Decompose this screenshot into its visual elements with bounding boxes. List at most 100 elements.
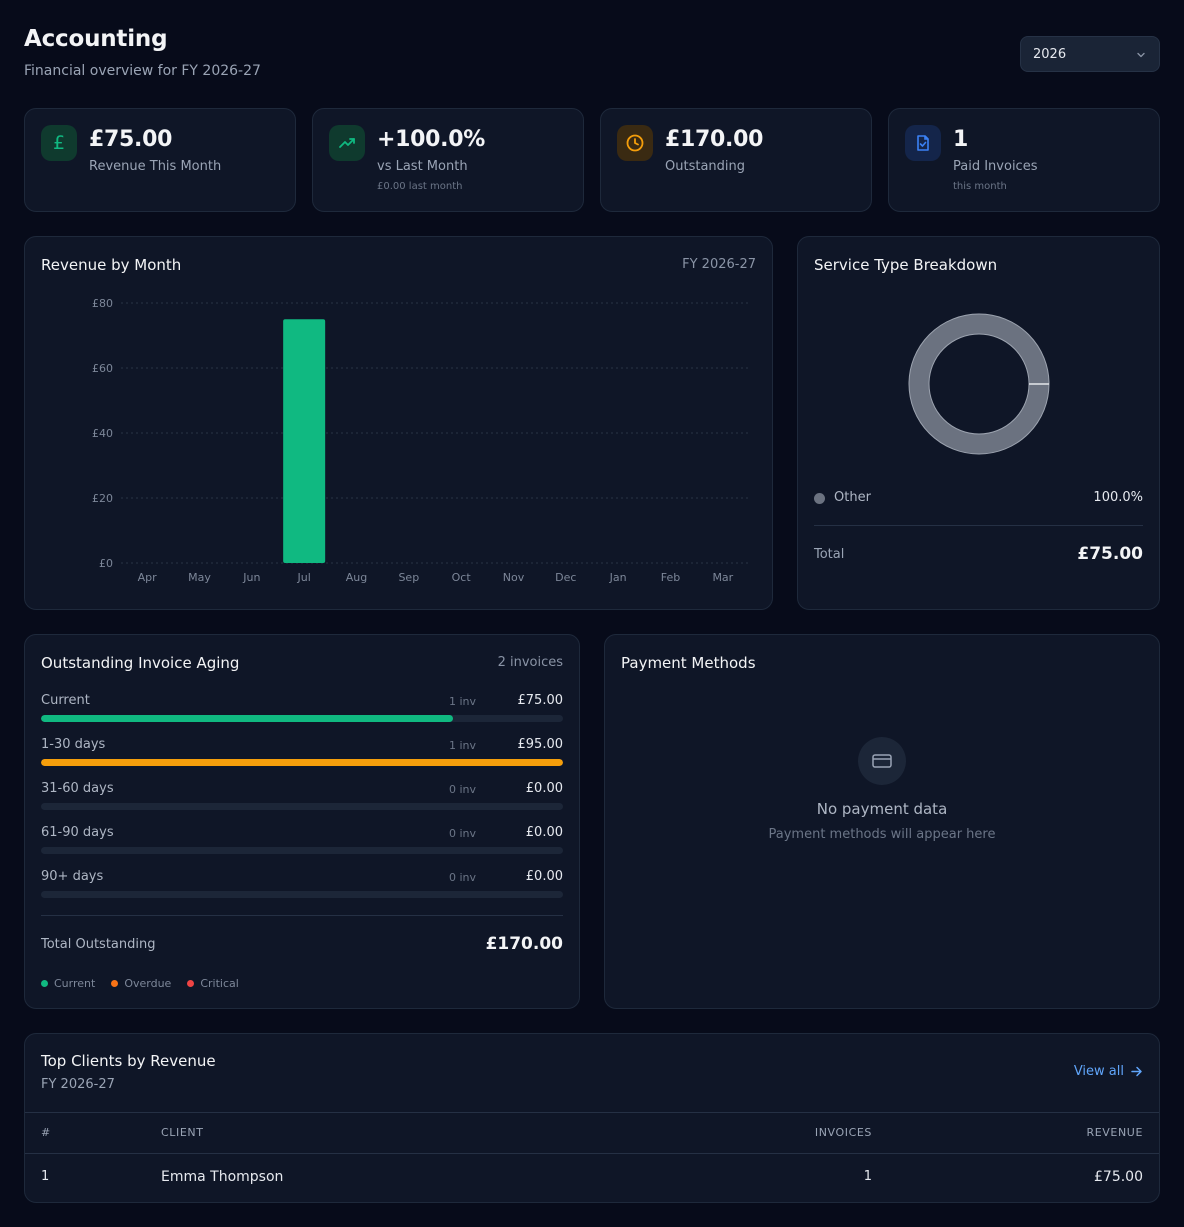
aging-row-1-30: 1-30 days 1 inv £95.00: [41, 737, 563, 771]
stat-label: Revenue This Month: [89, 159, 222, 174]
stat-label: Paid Invoices: [953, 159, 1038, 174]
y-tick-label: £0: [99, 557, 113, 570]
empty-subtitle: Payment methods will appear here: [768, 827, 996, 842]
divider: [25, 1112, 1159, 1113]
x-tick-label: Jul: [297, 571, 311, 584]
year-select[interactable]: 2026: [1020, 36, 1160, 72]
total-value: £75.00: [1077, 544, 1143, 564]
year-select-value: 2026: [1033, 46, 1067, 62]
aging-track: [41, 715, 563, 722]
x-tick-label: Apr: [138, 571, 158, 584]
aging-inv-count: 1 inv: [449, 739, 477, 752]
legend-label: Current: [54, 977, 96, 990]
card-title: Revenue by Month: [41, 256, 182, 274]
bar-jul: [283, 319, 326, 563]
x-tick-label: Dec: [555, 571, 576, 584]
legend-dot: [111, 980, 119, 987]
card-title: Outstanding Invoice Aging: [41, 654, 240, 672]
aging-fill: [41, 715, 454, 722]
top-clients-card: Top Clients by Revenue FY 2026-27 View a…: [24, 1033, 1160, 1203]
trending-up-icon: [329, 125, 365, 161]
client-rank: 1: [41, 1169, 50, 1184]
card-subtitle: FY 2026-27: [41, 1077, 115, 1092]
aging-track: [41, 891, 563, 898]
stat-value: +100.0%: [377, 127, 485, 152]
aging-amount: £0.00: [525, 825, 563, 840]
legend-label: Critical: [200, 977, 239, 990]
aging-fill: [41, 759, 563, 766]
invoice-count: 2 invoices: [497, 655, 563, 670]
x-tick-label: May: [188, 571, 211, 584]
aging-track: [41, 847, 563, 854]
total-outstanding-label: Total Outstanding: [41, 937, 156, 952]
column-header-invoices: INVOICES: [814, 1126, 872, 1139]
pound-icon: £: [41, 125, 77, 161]
donut-slice-other: [909, 314, 1049, 454]
aging-amount: £75.00: [517, 693, 564, 708]
legend-dot: [814, 493, 825, 504]
x-tick-label: Jun: [242, 571, 260, 584]
aging-inv-count: 0 inv: [449, 871, 477, 884]
legend-item-critical: Critical: [187, 977, 239, 990]
divider: [41, 915, 563, 916]
x-tick-label: Oct: [452, 571, 472, 584]
total-label: Total: [814, 547, 845, 562]
service-breakdown-card: Service Type Breakdown Other 100.0% Tota…: [797, 236, 1160, 610]
aging-amount: £0.00: [525, 781, 563, 796]
aging-label: 1-30 days: [41, 737, 106, 752]
x-tick-label: Nov: [503, 571, 525, 584]
card-title: Top Clients by Revenue: [41, 1052, 216, 1070]
column-header-rank: #: [41, 1126, 51, 1139]
x-tick-label: Feb: [661, 571, 680, 584]
legend-name: Other: [834, 490, 871, 505]
aging-track: [41, 759, 563, 766]
stat-card-paid-invoices: 1 Paid Invoices this month: [888, 108, 1160, 212]
divider: [814, 525, 1143, 526]
stat-card-outstanding: £170.00 Outstanding: [600, 108, 872, 212]
client-revenue: £75.00: [1094, 1169, 1143, 1185]
stat-card-growth: +100.0% vs Last Month £0.00 last month: [312, 108, 584, 212]
revenue-chart-card: Revenue by Month FY 2026-27 £0 £20 £40 £60 £…: [24, 236, 773, 610]
card-title: Payment Methods: [621, 654, 756, 672]
y-tick-label: £20: [92, 492, 113, 505]
aging-inv-count: 1 inv: [449, 695, 477, 708]
x-tick-label: Jan: [609, 571, 627, 584]
aging-inv-count: 0 inv: [449, 827, 477, 840]
legend-item-current: Current: [41, 977, 95, 990]
aging-row-current: Current 1 inv £75.00: [41, 693, 563, 727]
client-name: Emma Thompson: [161, 1169, 284, 1185]
card-title: Service Type Breakdown: [814, 256, 998, 274]
aging-amount: £0.00: [525, 869, 563, 884]
revenue-bar-chart: £0 £20 £40 £60 £80 Apr May Jun Jul Aug Sep Oct Nov De…: [92, 297, 749, 584]
x-tick-label: Mar: [712, 571, 733, 584]
column-header-revenue: REVENUE: [1086, 1126, 1143, 1139]
aging-label: 90+ days: [41, 869, 104, 884]
aging-amount: £95.00: [517, 737, 564, 752]
table-row[interactable]: 1 Emma Thompson 1 £75.00: [25, 1154, 1159, 1202]
total-outstanding-value: £170.00: [485, 934, 563, 954]
stat-card-revenue: £ £75.00 Revenue This Month: [24, 108, 296, 212]
column-header-client: CLIENT: [161, 1126, 204, 1139]
aging-track: [41, 803, 563, 810]
chart-period: FY 2026-27: [682, 257, 756, 272]
donut-ring-inner-edge: [928, 333, 1030, 435]
stat-sub: £0.00 last month: [377, 181, 463, 192]
empty-title: No payment data: [816, 800, 948, 818]
page-subtitle: Financial overview for FY 2026-27: [24, 63, 261, 79]
file-check-icon: [905, 125, 941, 161]
arrow-right-icon: [1131, 1066, 1142, 1077]
y-tick-label: £80: [92, 297, 113, 310]
aging-inv-count: 0 inv: [449, 783, 477, 796]
stat-label: Outstanding: [665, 159, 745, 174]
stat-value: £170.00: [665, 127, 764, 152]
credit-card-icon: [858, 737, 906, 785]
view-all-link[interactable]: View all: [1074, 1064, 1143, 1079]
page-title: Accounting: [24, 26, 168, 52]
chevron-down-icon: [1137, 52, 1145, 58]
stat-label: vs Last Month: [377, 159, 468, 174]
legend-dot: [187, 980, 195, 987]
stat-sub: this month: [953, 181, 1007, 192]
stat-value: £75.00: [89, 127, 173, 152]
payment-methods-card: Payment Methods No payment data Payment …: [604, 634, 1160, 1009]
aging-label: Current: [41, 693, 90, 708]
